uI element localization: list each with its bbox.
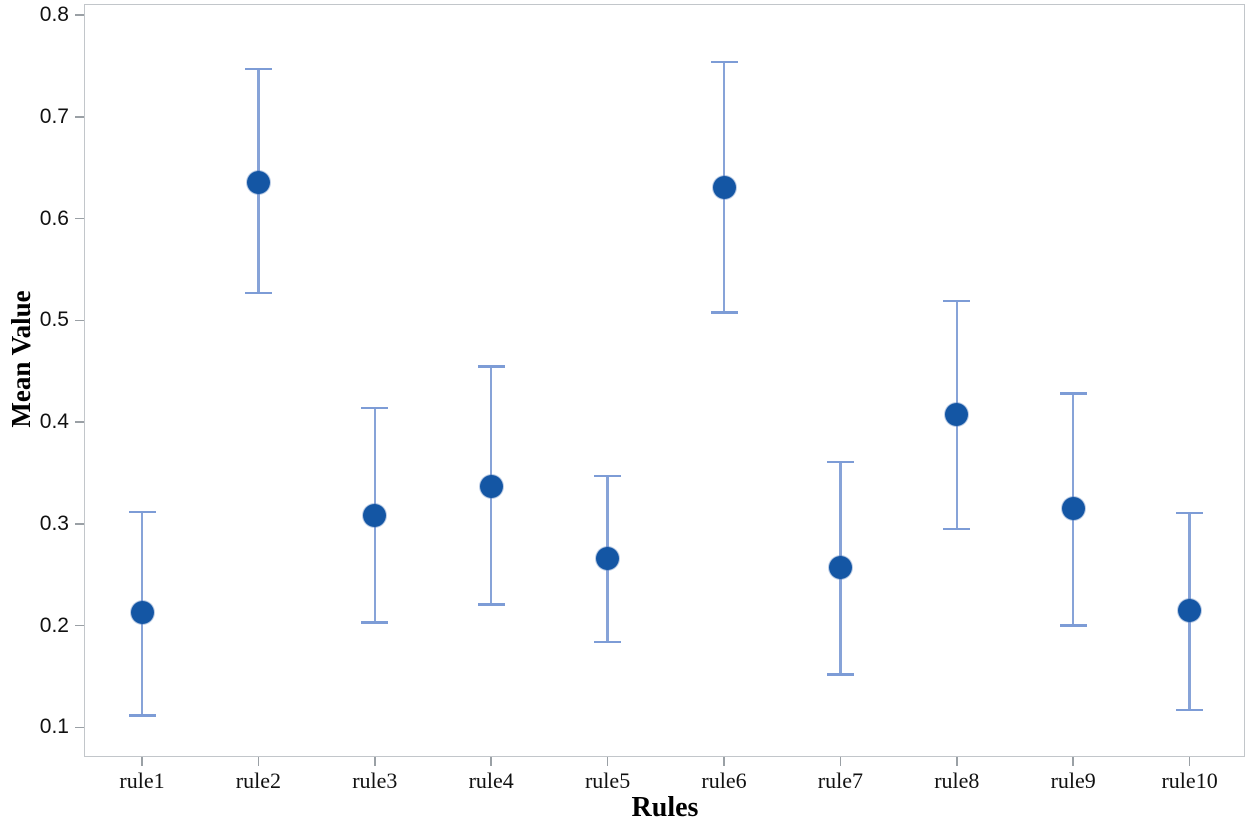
y-axis-tick — [75, 523, 84, 525]
error-bar-cap-top — [128, 510, 156, 514]
y-axis-title: Mean Value — [6, 290, 36, 428]
error-bar-cap-bottom — [1176, 708, 1204, 712]
y-axis-tick — [75, 319, 84, 322]
error-bar-cap-top — [943, 299, 971, 303]
error-bar-cap-bottom — [361, 621, 389, 624]
error-bar-cap-top — [361, 406, 389, 410]
x-axis-tick — [257, 757, 260, 766]
y-tick-label: 0.8 — [39, 3, 69, 27]
x-tick-label: rule2 — [235, 768, 281, 793]
x-tick-label: rule3 — [352, 768, 398, 793]
error-bar-cap-bottom — [826, 673, 854, 676]
error-bar-cap-bottom — [710, 311, 738, 314]
x-tick-label: rule8 — [934, 768, 980, 793]
x-axis-tick — [374, 757, 376, 766]
plot-area — [84, 4, 1245, 757]
x-tick-label: rule4 — [468, 768, 514, 793]
y-axis-tick — [75, 421, 84, 423]
error-bar-cap-top — [477, 365, 505, 368]
data-point — [1061, 497, 1085, 521]
x-axis-tick — [1072, 757, 1074, 766]
data-point — [130, 601, 154, 624]
x-axis-tick — [839, 757, 842, 766]
y-axis-tick — [75, 116, 84, 118]
error-bar-cap-bottom — [128, 714, 156, 717]
error-bar-cap-bottom — [477, 603, 505, 606]
x-tick-label: rule10 — [1161, 768, 1218, 793]
y-tick-label: 0.4 — [39, 410, 69, 434]
y-tick-label: 0.3 — [39, 511, 69, 535]
error-bar-cap-top — [244, 67, 272, 71]
data-point — [1178, 598, 1202, 622]
y-axis-tick — [75, 726, 84, 729]
x-tick-label: rule5 — [584, 768, 631, 793]
data-point — [828, 556, 852, 580]
error-bar-cap-bottom — [943, 527, 971, 531]
error-bar-cap-bottom — [1059, 624, 1087, 627]
error-bar-cap-top — [826, 460, 854, 464]
error-bar-cap-top — [1059, 392, 1087, 395]
x-tick-label: rule9 — [1050, 768, 1096, 793]
y-axis-tick — [75, 624, 84, 627]
y-axis-tick — [75, 14, 84, 16]
error-bar-cap-bottom — [244, 291, 272, 295]
data-point — [596, 547, 620, 571]
x-axis-tick — [723, 757, 725, 766]
x-axis-tick — [141, 757, 143, 766]
x-axis-tick — [606, 757, 609, 766]
data-point — [479, 474, 503, 498]
data-point — [363, 504, 387, 528]
error-bar-cap-top — [710, 60, 738, 64]
y-axis-tick — [75, 217, 84, 220]
y-tick-label: 0.6 — [39, 206, 69, 230]
x-tick-label: rule1 — [119, 768, 165, 793]
x-axis-tick — [956, 757, 958, 766]
x-tick-label: rule7 — [817, 768, 863, 793]
x-tick-label: rule6 — [701, 768, 747, 793]
error-bar-cap-bottom — [594, 640, 622, 644]
y-tick-label: 0.5 — [39, 308, 69, 332]
data-point — [712, 175, 736, 199]
y-tick-label: 0.1 — [39, 715, 69, 739]
error-bar-cap-top — [594, 474, 622, 478]
x-axis-tick — [490, 757, 492, 766]
x-axis-tick — [1188, 757, 1191, 766]
x-axis-title: Rules — [631, 792, 699, 823]
y-tick-label: 0.2 — [39, 613, 69, 637]
data-point — [246, 170, 270, 194]
y-tick-label: 0.7 — [39, 104, 69, 128]
data-point — [945, 402, 969, 426]
error-bar-cap-top — [1176, 511, 1204, 515]
